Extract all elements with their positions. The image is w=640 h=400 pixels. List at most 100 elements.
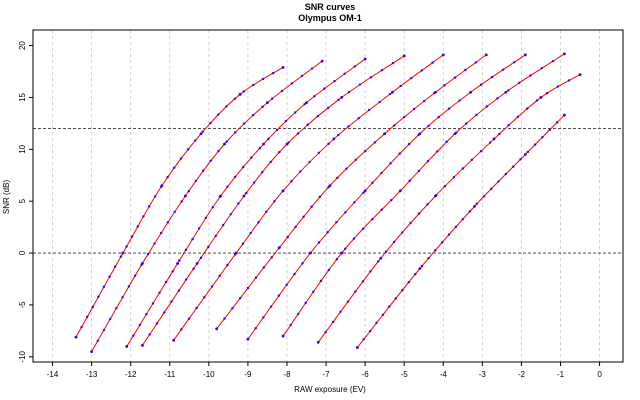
data-point: [318, 195, 322, 199]
data-point: [269, 160, 272, 164]
data-point: [234, 131, 237, 134]
data-point: [364, 149, 367, 153]
data-point: [223, 142, 226, 146]
data-point: [218, 274, 221, 278]
data-point: [327, 268, 331, 272]
data-point: [347, 125, 350, 128]
data-point: [402, 115, 406, 119]
y-tick-label: -10: [18, 350, 27, 362]
series-line: [141, 55, 405, 346]
data-point: [173, 210, 176, 214]
data-point: [443, 185, 447, 188]
data-point: [179, 157, 183, 160]
x-tick-label: -3: [479, 370, 487, 379]
snr-series-1: [74, 65, 285, 339]
data-point: [195, 262, 199, 265]
data-point: [97, 295, 100, 299]
data-point: [178, 259, 181, 262]
data-point: [347, 90, 351, 94]
data-point: [233, 97, 237, 100]
data-point: [345, 167, 348, 170]
data-point: [302, 215, 305, 218]
data-point: [332, 137, 336, 141]
data-point: [125, 245, 128, 248]
data-point: [217, 149, 220, 153]
snr-series: [74, 52, 582, 354]
data-point: [470, 158, 474, 161]
data-point: [401, 289, 404, 292]
data-point: [114, 265, 117, 268]
data-point: [270, 97, 274, 100]
series-line: [282, 53, 565, 337]
data-point: [447, 233, 451, 236]
series-line: [91, 60, 323, 352]
data-point: [320, 59, 324, 63]
data-point: [229, 213, 232, 216]
data-point: [484, 53, 488, 57]
data-point: [234, 251, 238, 255]
data-point: [223, 317, 226, 320]
data-point: [317, 151, 321, 154]
x-tick-label: -9: [244, 370, 252, 379]
data-point: [96, 339, 100, 342]
data-point: [241, 242, 245, 245]
data-point: [145, 312, 148, 316]
x-tick-label: -8: [283, 370, 291, 379]
data-point: [286, 235, 289, 239]
data-point: [327, 142, 330, 145]
data-point: [353, 65, 357, 68]
data-point: [284, 119, 288, 123]
data-point: [207, 245, 210, 249]
data-point: [148, 333, 151, 336]
data-point: [555, 121, 559, 124]
data-point: [225, 140, 228, 143]
data-point: [391, 61, 395, 65]
data-point: [296, 312, 300, 316]
data-point: [489, 141, 492, 144]
data-point: [402, 54, 406, 58]
data-point: [331, 320, 335, 324]
x-tick-label: -1: [557, 370, 565, 379]
data-point: [266, 101, 269, 105]
data-point: [299, 170, 302, 173]
data-point: [267, 137, 270, 141]
data-point: [184, 278, 188, 281]
x-tick-label: -12: [125, 370, 137, 379]
data-point: [141, 344, 144, 347]
data-point: [305, 101, 308, 105]
data-point: [172, 166, 176, 169]
data-point: [108, 275, 111, 278]
x-tick-label: -5: [401, 370, 409, 379]
data-point: [540, 67, 543, 70]
data-point: [361, 227, 365, 230]
data-point: [541, 135, 544, 139]
axes: -14 -13 -12 -11 -10 -9 -8 -7 -6 -5 -4 -3 -2 -1 0-10-50…: [18, 41, 602, 379]
data-point: [254, 327, 257, 330]
data-point: [443, 84, 446, 87]
data-point: [85, 315, 89, 319]
data-point: [246, 286, 250, 290]
data-point: [469, 90, 473, 94]
data-point: [393, 124, 396, 127]
data-point: [417, 169, 421, 173]
data-point: [475, 202, 479, 206]
data-point: [362, 191, 365, 194]
data-point: [414, 272, 417, 276]
data-point: [238, 92, 242, 96]
data-point: [474, 61, 478, 64]
data-point: [358, 83, 362, 86]
data-point: [300, 74, 304, 78]
data-point: [133, 274, 137, 277]
grid-lines: [52, 30, 600, 362]
chart-subtitle: Olympus OM-1: [298, 13, 362, 23]
data-point: [354, 158, 357, 162]
data-point: [261, 170, 264, 174]
data-point: [363, 57, 367, 61]
data-point: [513, 61, 516, 64]
data-point: [289, 323, 292, 327]
data-point: [328, 184, 332, 188]
data-point: [371, 181, 374, 185]
data-point: [294, 225, 297, 229]
data-point: [254, 276, 258, 279]
data-point: [436, 150, 439, 153]
